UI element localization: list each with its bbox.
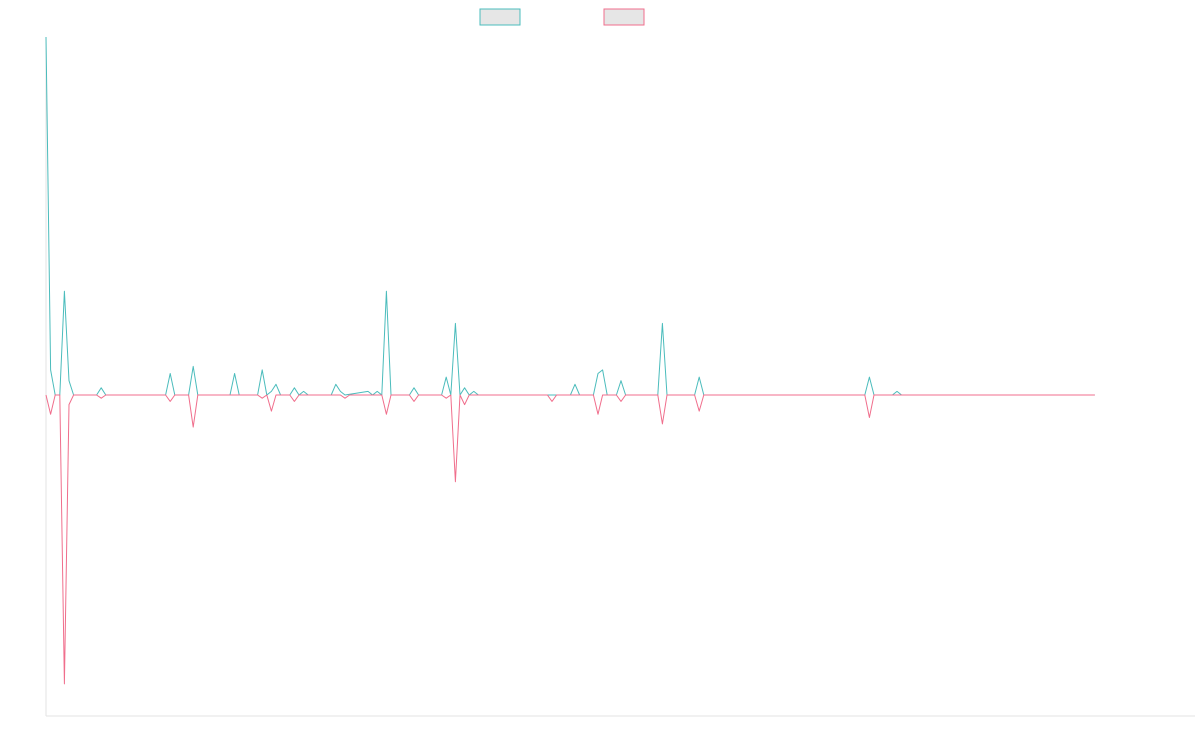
series-line-2[interactable] — [45, 394, 1095, 685]
series-line-1[interactable] — [45, 36, 1095, 396]
legend — [479, 8, 645, 26]
legend-swatch-2[interactable] — [603, 8, 645, 26]
series-group — [45, 36, 1095, 685]
axes — [45, 37, 1195, 717]
legend-swatch-1[interactable] — [479, 8, 521, 26]
